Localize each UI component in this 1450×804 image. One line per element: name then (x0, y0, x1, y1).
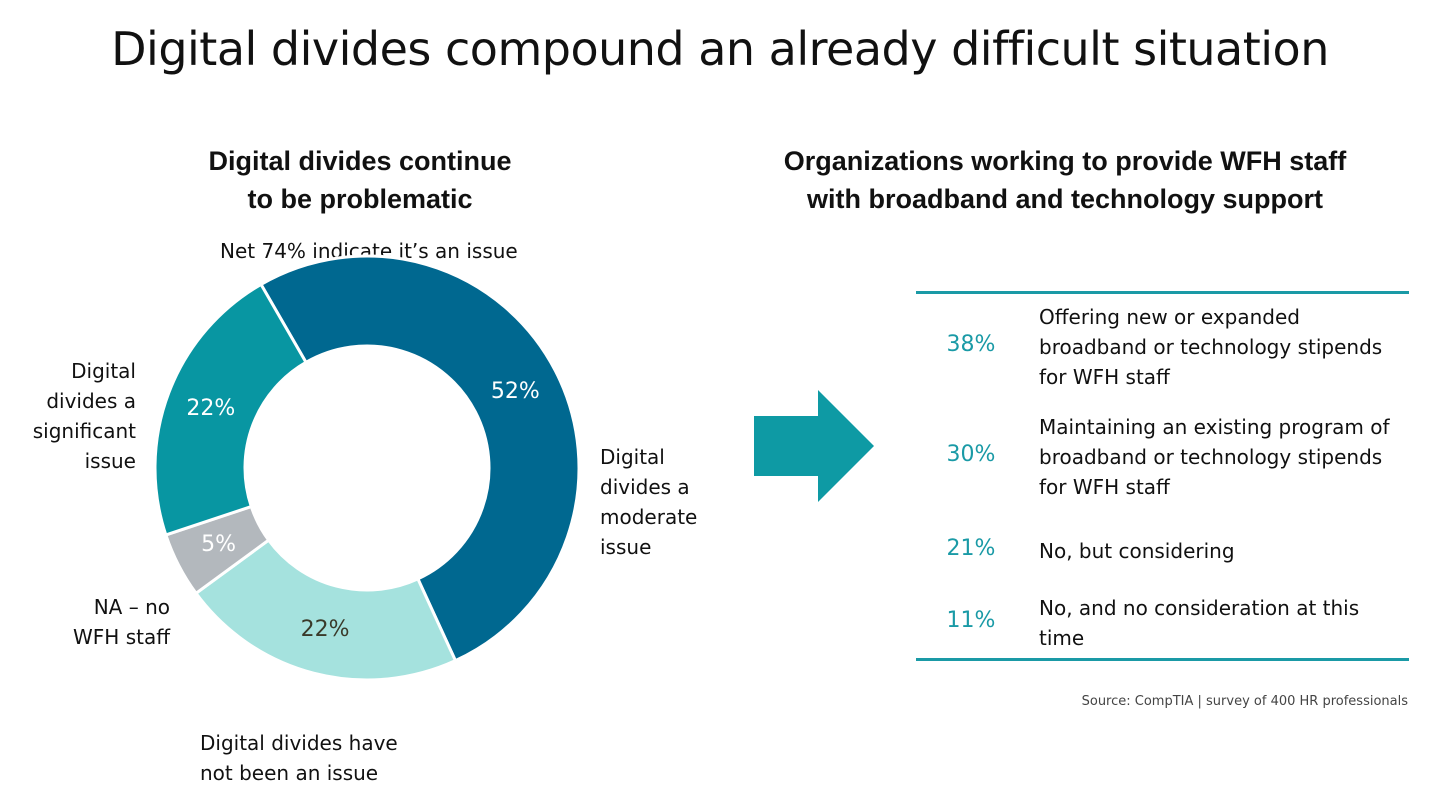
row-description-line: No, and no consideration at this (1039, 596, 1360, 620)
row-description-line: for WFH staff (1039, 475, 1170, 499)
arrow-shape (754, 390, 874, 502)
slice-label-line: divides a (46, 389, 136, 413)
row-percent: 38% (946, 332, 996, 357)
slice-label-moderate: Digital divides a moderate issue (600, 442, 697, 562)
row-description-line: broadband or technology stipends (1039, 445, 1383, 469)
right-title-line: Organizations working to provide WFH sta… (783, 146, 1347, 176)
slide-title: Digital divides compound an already diff… (111, 22, 1329, 76)
slice-label-line: not been an issue (200, 761, 379, 785)
table-top-rule (916, 291, 1409, 294)
row-description: No, but considering (1039, 536, 1409, 566)
slice-label-line: significant (32, 419, 136, 443)
slice-label-line: moderate (600, 505, 698, 529)
slice-label-line: Digital divides have (200, 731, 398, 755)
row-percent: 30% (946, 442, 996, 467)
slice-label-line: WFH staff (73, 625, 170, 649)
row-percent: 11% (946, 608, 996, 633)
left-panel-title: Digital divides continue to be problemat… (160, 142, 560, 218)
slice-data-label: 5% (201, 532, 236, 557)
row-description: Offering new or expanded broadband or te… (1039, 302, 1409, 392)
left-title-line: Digital divides continue (208, 146, 512, 176)
row-description-line: time (1039, 626, 1085, 650)
right-arrow-icon (754, 390, 874, 502)
slice-data-label: 22% (186, 396, 235, 421)
table-row: 11% No, and no consideration at this tim… (916, 593, 1409, 653)
row-description-line: Maintaining an existing program of (1039, 415, 1390, 439)
right-panel-title: Organizations working to provide WFH sta… (740, 142, 1390, 218)
slice-significant-issue (153, 282, 309, 537)
table-row: 38% Offering new or expanded broadband o… (916, 302, 1409, 392)
row-description-line: broadband or technology stipends (1039, 335, 1383, 359)
slice-label-line: issue (600, 535, 652, 559)
right-title-line: with broadband and technology support (807, 184, 1323, 214)
row-description: Maintaining an existing program of broad… (1039, 412, 1409, 502)
row-description-line: Offering new or expanded (1039, 305, 1300, 329)
slice-label-line: divides a (600, 475, 690, 499)
slice-label-line: issue (84, 449, 136, 473)
source-note: Source: CompTIA | survey of 400 HR profe… (1081, 694, 1408, 709)
row-description-line: for WFH staff (1039, 365, 1170, 389)
slice-label-line: NA – no (93, 595, 170, 619)
slice-moderate-issue (258, 254, 581, 663)
row-description-line: No, but considering (1039, 539, 1235, 563)
slice-not-an-issue (193, 538, 458, 682)
table-row: 21% No, but considering (916, 536, 1409, 566)
slice-data-label: 52% (491, 379, 540, 404)
slice-data-label: 22% (301, 617, 350, 642)
slice-label-na: NA – no WFH staff (60, 592, 170, 652)
row-description: No, and no consideration at this time (1039, 593, 1409, 653)
row-percent: 21% (946, 536, 996, 561)
slice-label-significant: Digital divides a significant issue (30, 356, 136, 476)
table-row: 30% Maintaining an existing program of b… (916, 412, 1409, 502)
slice-label-line: Digital (600, 445, 665, 469)
left-title-line: to be problematic (247, 184, 473, 214)
donut-chart: 52% 22% 5% 22% (153, 254, 581, 682)
slice-label-not-issue: Digital divides have not been an issue (200, 728, 398, 788)
slice-label-line: Digital (71, 359, 136, 383)
table-bottom-rule (916, 658, 1409, 661)
